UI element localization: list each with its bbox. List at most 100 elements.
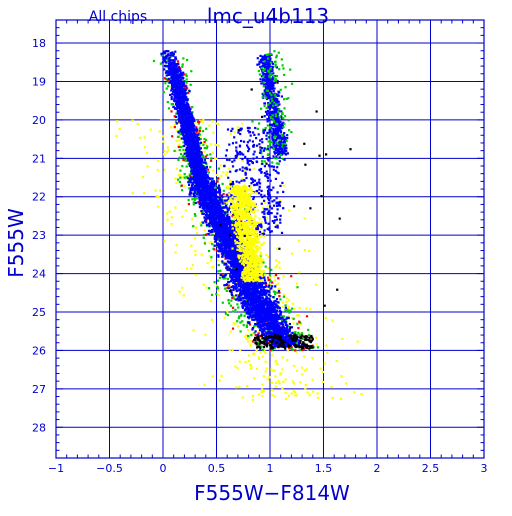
data-point [278,261,280,263]
data-point [237,367,239,369]
data-point [204,159,206,161]
data-point [275,386,277,388]
data-point [274,279,276,281]
data-point [301,373,303,375]
data-point [269,274,271,276]
data-point [194,199,196,201]
data-point [244,170,246,172]
data-point [222,302,224,304]
data-point [175,251,177,253]
data-point [255,334,257,336]
data-point [341,338,343,340]
data-point [223,190,225,192]
data-point [197,134,199,136]
data-point [245,337,247,339]
data-point [285,398,287,400]
data-point [167,50,169,52]
data-point [225,313,227,315]
data-point [315,337,317,339]
data-point [240,330,242,332]
data-point [195,226,197,228]
data-point [175,182,177,184]
data-point [227,211,229,213]
data-point [317,392,319,394]
data-point [268,279,270,281]
data-point [222,183,224,185]
data-point [157,169,159,171]
data-point [188,199,190,201]
data-point [265,361,267,363]
data-point [219,164,221,166]
data-point [353,391,355,393]
data-point [220,274,222,276]
data-point [288,299,290,301]
data-point [305,384,307,386]
data-point [267,256,269,258]
data-point [178,146,180,148]
data-point [186,139,188,141]
data-point [203,151,205,153]
data-point [317,397,319,399]
data-point [226,171,228,173]
data-point [214,235,216,237]
data-point [228,302,230,304]
data-point [245,361,247,363]
data-point [284,309,286,311]
data-point [144,136,146,138]
data-point [169,211,171,213]
data-point [294,391,296,393]
data-point [171,223,173,225]
data-point [162,61,164,63]
data-point [271,281,273,283]
data-point [177,159,179,161]
data-point [228,168,230,170]
data-point [252,353,254,355]
data-point [291,252,293,254]
data-point [162,135,164,137]
data-point [279,382,281,384]
data-point [230,331,232,333]
data-point [193,201,195,203]
data-point [219,202,221,204]
data-point [179,174,181,176]
data-point [242,300,244,302]
data-point [186,78,188,80]
data-point [276,298,278,300]
data-point [195,274,197,276]
data-point [172,103,174,105]
data-point [316,343,318,345]
data-point [203,138,205,140]
data-point [262,356,264,358]
data-point [261,395,263,397]
data-point [167,146,169,148]
data-point [186,59,188,61]
data-point [210,160,212,162]
data-point [244,335,246,337]
data-point [221,375,223,377]
data-point [357,341,359,343]
data-point [270,269,272,271]
data-point [301,367,303,369]
data-point [186,268,188,270]
data-point [288,312,290,314]
data-point [184,94,186,96]
data-point [238,317,240,319]
data-point [174,51,176,53]
data-point [276,363,278,365]
data-point [218,145,220,147]
data-point [182,63,184,65]
data-point [276,248,278,250]
data-point [253,377,255,379]
data-point [178,157,180,159]
data-point [340,398,342,400]
data-point [177,179,179,181]
data-point [186,82,188,84]
data-point [285,304,287,306]
data-point [196,197,198,199]
data-point [252,395,254,397]
data-point [282,356,284,358]
data-point [176,244,178,246]
data-point [275,360,277,362]
data-point [182,156,184,158]
